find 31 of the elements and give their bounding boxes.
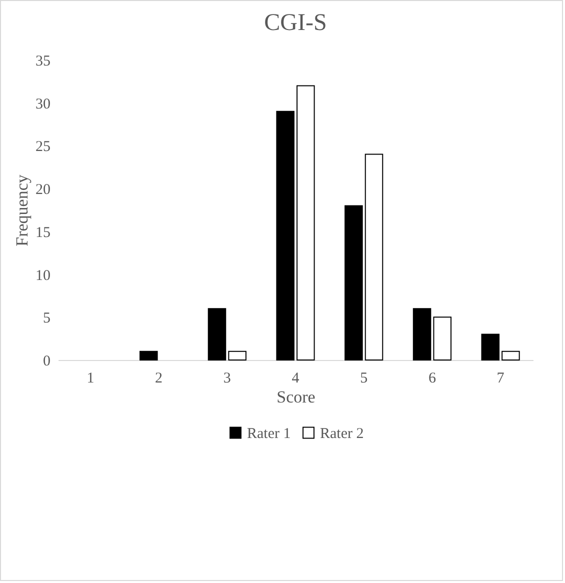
x-tick-label: 6 — [428, 370, 436, 386]
y-tick-label: 35 — [36, 54, 50, 70]
bar — [140, 350, 158, 360]
bar — [276, 110, 294, 360]
legend-label: Rater 1 — [247, 426, 291, 442]
x-tick-label: 1 — [86, 370, 94, 386]
y-tick-label: 10 — [36, 268, 50, 284]
chart-title: CGI-S — [264, 10, 327, 36]
x-tick-label: 7 — [496, 370, 505, 386]
bar — [481, 334, 500, 360]
bar — [412, 308, 432, 360]
y-tick-label: 30 — [36, 96, 50, 112]
x-tick-label: 3 — [223, 370, 231, 386]
x-tick-label: 2 — [155, 370, 163, 386]
y-tick-label: 25 — [36, 139, 50, 156]
bar — [296, 85, 315, 360]
bar — [433, 316, 452, 360]
bar — [364, 154, 384, 360]
bar — [228, 350, 246, 360]
bar — [502, 350, 520, 360]
x-tick-label: 4 — [292, 370, 300, 386]
y-tick-label: 20 — [36, 182, 50, 198]
legend-label: Rater 2 — [320, 426, 364, 442]
y-tick-label: 0 — [43, 354, 50, 370]
bar — [344, 205, 363, 360]
y-axis-title: Frequency — [12, 174, 32, 246]
x-axis-title: Score — [276, 388, 316, 406]
bar — [208, 308, 226, 360]
x-tick-label: 5 — [360, 370, 368, 386]
y-tick-label: 15 — [36, 224, 50, 241]
y-tick-label: 5 — [43, 310, 50, 327]
